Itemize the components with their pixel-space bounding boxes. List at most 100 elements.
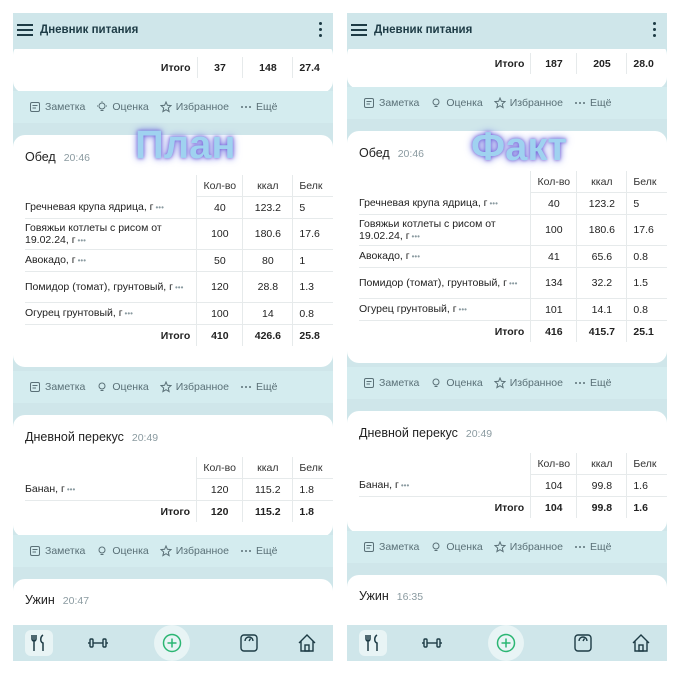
favorite-button[interactable]: Избранное (159, 381, 229, 393)
total-label: Итого (494, 57, 525, 70)
dots-icon[interactable]: ••• (411, 252, 421, 261)
table-row[interactable]: Гречневая крупа ядрица, г ••• 40 123.2 5 (359, 192, 667, 215)
scale-icon[interactable] (572, 632, 594, 654)
note-button[interactable]: Заметка (363, 541, 419, 553)
table-row[interactable]: Банан, г ••• 104 99.8 1.6 (359, 474, 667, 497)
more-button[interactable]: Ещё (574, 377, 611, 389)
meal-time: 16:35 (396, 591, 424, 603)
more-button[interactable]: Ещё (574, 541, 611, 553)
star-icon (493, 97, 506, 109)
dots-icon[interactable]: ••• (124, 309, 133, 318)
note-button[interactable]: Заметка (29, 545, 85, 557)
rate-button[interactable]: Оценка (96, 545, 149, 557)
more-button[interactable]: Ещё (240, 101, 277, 113)
dots-icon[interactable]: ••• (155, 202, 164, 212)
table-row-total: Итого 416 415.7 25.1 (359, 320, 667, 342)
table-row[interactable]: Авокадо, г ••• 50 80 1 (25, 249, 333, 272)
food-kcal: 32.2 (576, 267, 627, 299)
meal-title: Обед (359, 146, 390, 160)
food-name: Огурец грунтовый, г (25, 307, 123, 319)
table-row[interactable]: Авокадо, г ••• 41 65.6 0.8 (359, 245, 667, 268)
note-button[interactable]: Заметка (363, 97, 419, 109)
lunch-table: Кол-во ккал Белк Гречневая крупа ядрица,… (359, 171, 667, 342)
lunch-card: Обед 20:46 Кол-во ккал Белк Гречневая кру… (347, 131, 667, 363)
add-button[interactable] (154, 625, 190, 661)
more-button[interactable]: Ещё (574, 97, 611, 109)
favorite-button[interactable]: Избранное (493, 97, 563, 109)
dots-icon[interactable]: ••• (77, 235, 86, 245)
breakfast-total-table: Итого 37 148 27.4 (25, 57, 333, 78)
home-icon[interactable] (630, 632, 652, 654)
meal-actions-bar: Заметка Оценка Избранное Ещё (347, 531, 667, 563)
scale-icon[interactable] (238, 632, 260, 654)
col-kcal: ккал (242, 175, 293, 197)
col-qty: Кол-во (196, 457, 243, 479)
note-button[interactable]: Заметка (29, 381, 85, 393)
food-kcal: 80 (242, 249, 293, 272)
meal-header[interactable]: Обед 20:46 (359, 146, 424, 160)
meal-actions-bar: Заметка Оценка Избранное Ещё (347, 367, 667, 399)
dumbbell-icon[interactable] (421, 632, 443, 654)
meal-header[interactable]: Обед 20:46 (25, 150, 90, 164)
dots-icon[interactable]: ••• (489, 198, 498, 208)
favorite-button[interactable]: Избранное (493, 541, 563, 553)
snack-card: Дневной перекус 20:49 Кол-во ккал Белк Ба… (347, 411, 667, 533)
rate-button[interactable]: Оценка (430, 541, 483, 553)
dots-icon (240, 550, 251, 552)
bulb-icon (98, 546, 106, 555)
meal-header[interactable]: Ужин 16:35 (359, 589, 423, 603)
meal-header[interactable]: Дневной перекус 20:49 (359, 426, 492, 440)
table-row[interactable]: Говяжьи котлеты с рисом от 19.02.24, г ••… (25, 218, 333, 250)
food-name: Авокадо, г (359, 250, 410, 262)
food-kcal: 180.6 (576, 214, 627, 246)
more-vert-icon[interactable] (319, 22, 323, 38)
nav-diary-active[interactable] (359, 630, 387, 656)
dots-icon[interactable]: ••• (174, 282, 184, 292)
menu-icon[interactable] (351, 24, 367, 36)
food-qty: 120 (196, 271, 243, 303)
favorite-button[interactable]: Избранное (493, 377, 563, 389)
dots-icon[interactable]: ••• (77, 256, 87, 265)
dots-icon[interactable]: ••• (508, 278, 518, 288)
menu-icon[interactable] (17, 24, 33, 36)
meal-header[interactable]: Ужин 20:47 (25, 593, 89, 607)
food-protein: 0.8 (626, 298, 667, 321)
more-button[interactable]: Ещё (240, 381, 277, 393)
table-row[interactable]: Банан, г ••• 120 115.2 1.8 (25, 478, 333, 501)
add-button[interactable] (488, 625, 524, 661)
dots-icon (240, 386, 251, 388)
more-label: Ещё (255, 381, 278, 393)
home-icon[interactable] (296, 632, 318, 654)
rate-button[interactable]: Оценка (430, 97, 483, 109)
table-row[interactable]: Гречневая крупа ядрица, г ••• 40 123.2 5 (25, 196, 333, 219)
table-row[interactable]: Огурец грунтовый, г ••• 101 14.1 0.8 (359, 298, 667, 321)
food-name: Говяжьи котлеты с рисом от 19.02.24, г (359, 217, 496, 242)
lunch-card: Обед 20:46 Кол-во ккал Белк Гречневая кру… (13, 135, 333, 367)
dots-icon[interactable]: ••• (66, 484, 76, 494)
total-qty: 410 (196, 324, 243, 346)
table-row[interactable]: Огурец грунтовый, г ••• 100 14 0.8 (25, 302, 333, 325)
dots-icon (574, 546, 585, 548)
note-button[interactable]: Заметка (29, 101, 85, 113)
rate-button[interactable]: Оценка (96, 101, 149, 113)
table-row[interactable]: Помидор (томат), грунтовый, г ••• 134 32.… (359, 267, 667, 299)
rate-button[interactable]: Оценка (96, 381, 149, 393)
nav-diary-active[interactable] (25, 630, 53, 656)
dots-icon[interactable]: ••• (400, 480, 410, 490)
food-protein: 1.8 (292, 478, 333, 501)
dots-icon[interactable]: ••• (458, 305, 467, 314)
meal-header[interactable]: Дневной перекус 20:49 (25, 430, 158, 444)
more-vert-icon[interactable] (653, 22, 657, 38)
favorite-button[interactable]: Избранное (159, 101, 229, 113)
favorite-button[interactable]: Избранное (159, 545, 229, 557)
more-button[interactable]: Ещё (240, 545, 277, 557)
star-icon (159, 101, 172, 113)
dumbbell-icon[interactable] (87, 632, 109, 654)
star-icon (159, 545, 172, 557)
dots-icon[interactable]: ••• (411, 231, 420, 241)
rate-button[interactable]: Оценка (430, 377, 483, 389)
table-row[interactable]: Говяжьи котлеты с рисом от 19.02.24, г ••… (359, 214, 667, 246)
note-button[interactable]: Заметка (363, 377, 419, 389)
table-row[interactable]: Помидор (томат), грунтовый, г ••• 120 28.… (25, 271, 333, 303)
food-protein: 5 (626, 192, 667, 215)
